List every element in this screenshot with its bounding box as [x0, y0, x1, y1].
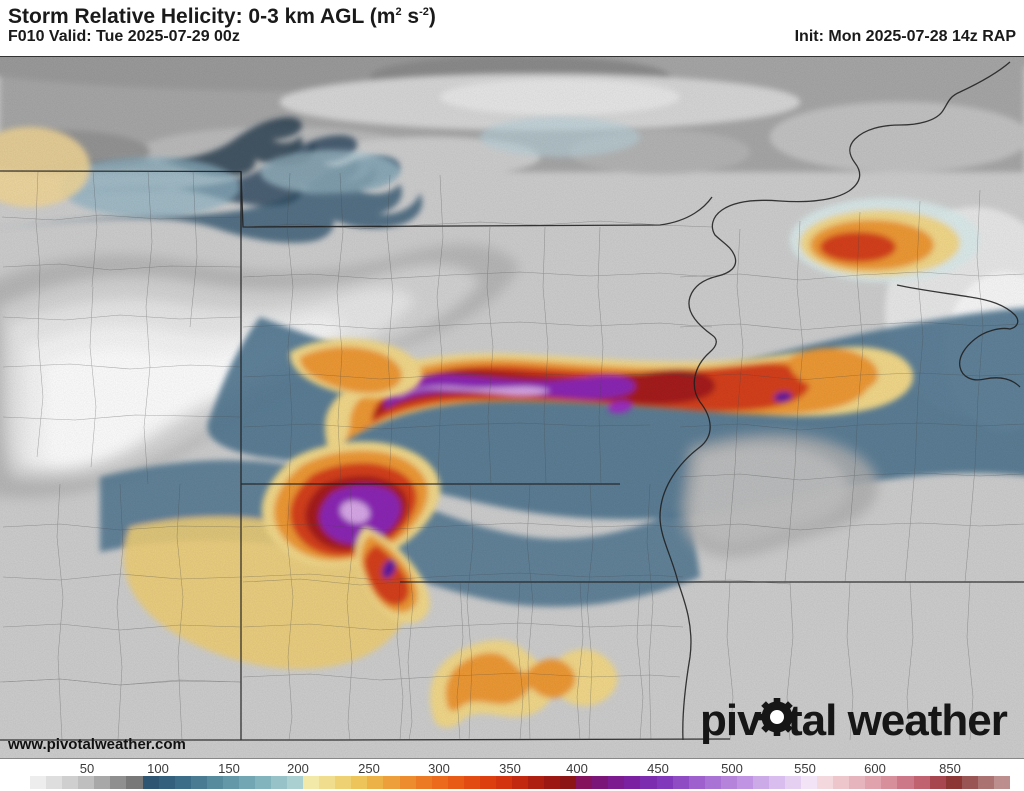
svg-text:tal weather: tal weather: [788, 696, 1008, 745]
svg-text:piv: piv: [700, 696, 762, 745]
